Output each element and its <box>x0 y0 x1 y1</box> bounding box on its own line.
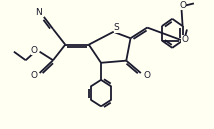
Text: O: O <box>31 46 38 55</box>
Text: O: O <box>181 35 188 44</box>
Text: N: N <box>35 8 42 17</box>
Text: O: O <box>31 71 38 80</box>
Text: O: O <box>179 1 186 10</box>
Text: S: S <box>114 23 119 33</box>
Text: O: O <box>143 71 150 80</box>
